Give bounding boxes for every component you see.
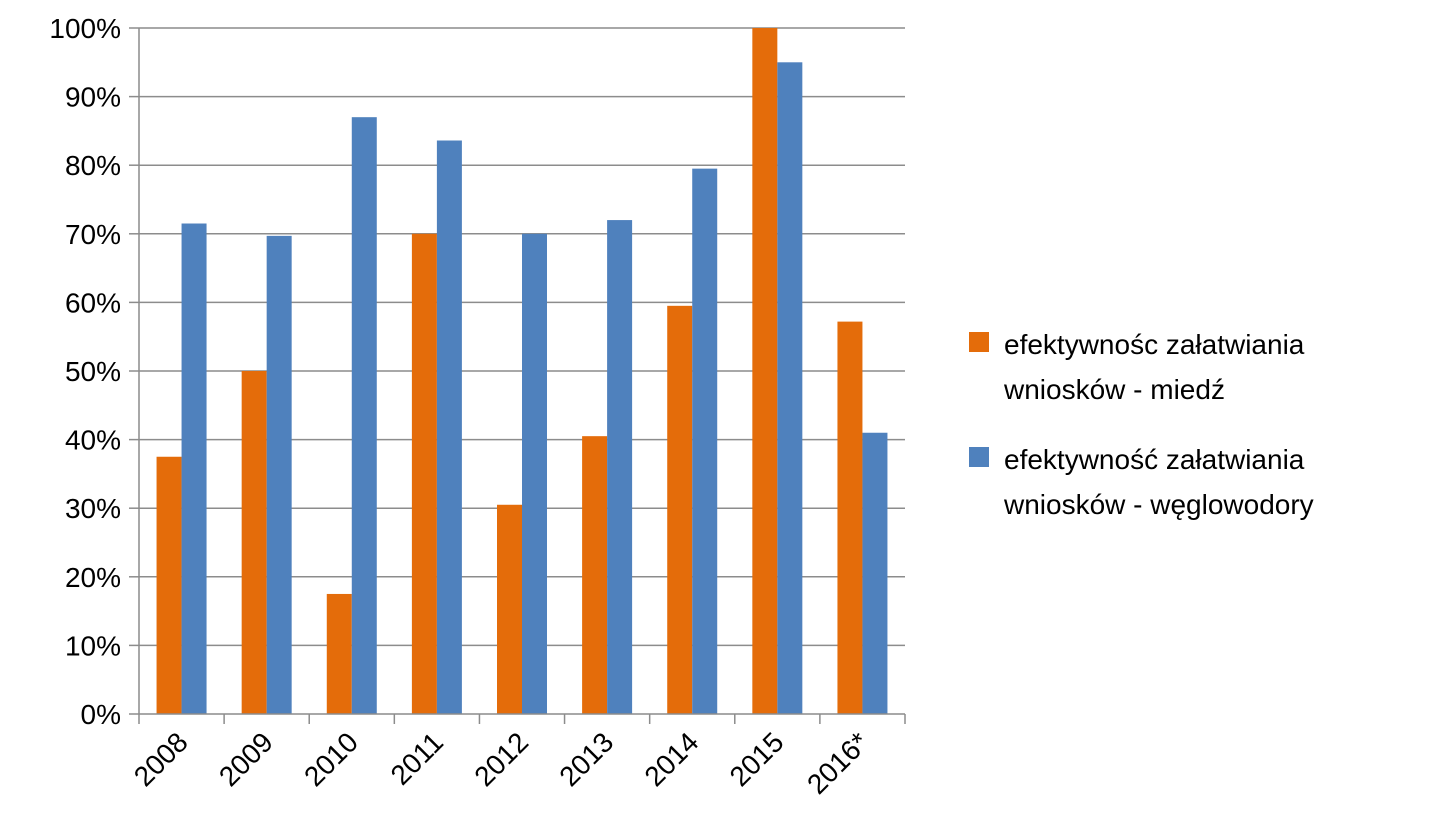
bar-series-2-2011 (436, 140, 462, 714)
bar-series-1-2012 (497, 504, 522, 714)
x-tick-label: 2013 (553, 726, 619, 792)
bar-series-2-2014 (692, 168, 718, 714)
y-tick-label: 40% (65, 425, 121, 456)
bar-series-1-2014 (667, 305, 693, 714)
x-tick-label: 2011 (385, 726, 450, 791)
legend-label-series-2: wniosków - węglowodory (1003, 489, 1314, 520)
axes (129, 27, 906, 724)
legend-swatch-series-2 (969, 447, 989, 467)
y-tick-label: 20% (65, 562, 121, 593)
legend: efektywnośc załatwiania wniosków - miedź e… (969, 329, 1314, 520)
bar-series-1-2016star (837, 321, 863, 714)
x-tick-label: 2014 (638, 726, 704, 792)
y-tick-label: 10% (65, 630, 121, 661)
bar-series-2-2013 (607, 220, 633, 714)
bar-series-1-2015 (752, 28, 778, 714)
y-tick-label: 90% (65, 82, 121, 113)
x-tick-label: 2016* (801, 726, 875, 800)
bar-series-1-2011 (411, 233, 437, 715)
y-tick-label: 50% (65, 356, 121, 387)
y-tick-label: 80% (65, 150, 121, 181)
bars (156, 28, 888, 715)
bar-series-2-2016star (862, 432, 888, 714)
bar-series-1-2013 (582, 436, 608, 714)
legend-label-series-1: efektywnośc załatwiania (1004, 329, 1305, 360)
x-tick-label: 2010 (298, 726, 364, 792)
legend-label-series-1: wniosków - miedź (1003, 374, 1225, 405)
x-tick-label: 2012 (468, 726, 534, 792)
bar-series-1-2008 (156, 456, 182, 714)
bar-series-2-2012 (522, 233, 547, 715)
bar-series-1-2010 (326, 593, 352, 714)
y-tick-label: 0% (81, 699, 121, 730)
y-tick-label: 100% (49, 13, 121, 44)
legend-swatch-series-1 (969, 332, 989, 352)
x-tick-label: 2015 (724, 726, 790, 792)
x-tick-label: 2008 (128, 726, 194, 792)
bar-series-2-2008 (181, 223, 207, 714)
legend-label-series-2: efektywność załatwiania (1004, 444, 1305, 475)
bar-series-2-2010 (351, 117, 377, 715)
bar-series-2-2015 (777, 62, 803, 715)
x-tick-labels: 2008 2009 2010 2011 2012 2013 2014 2015 2016* (128, 726, 875, 800)
x-tick-label: 2009 (213, 726, 279, 792)
y-tick-label: 60% (65, 287, 121, 318)
y-tick-label: 70% (65, 219, 121, 250)
y-tick-label: 30% (65, 493, 121, 524)
bar-series-1-2009 (241, 371, 267, 714)
bar-series-2-2009 (266, 235, 292, 714)
y-tick-labels: 0% 10% 20% 30% 40% 50% 60% 70% 80% 90% 100% (49, 13, 121, 730)
